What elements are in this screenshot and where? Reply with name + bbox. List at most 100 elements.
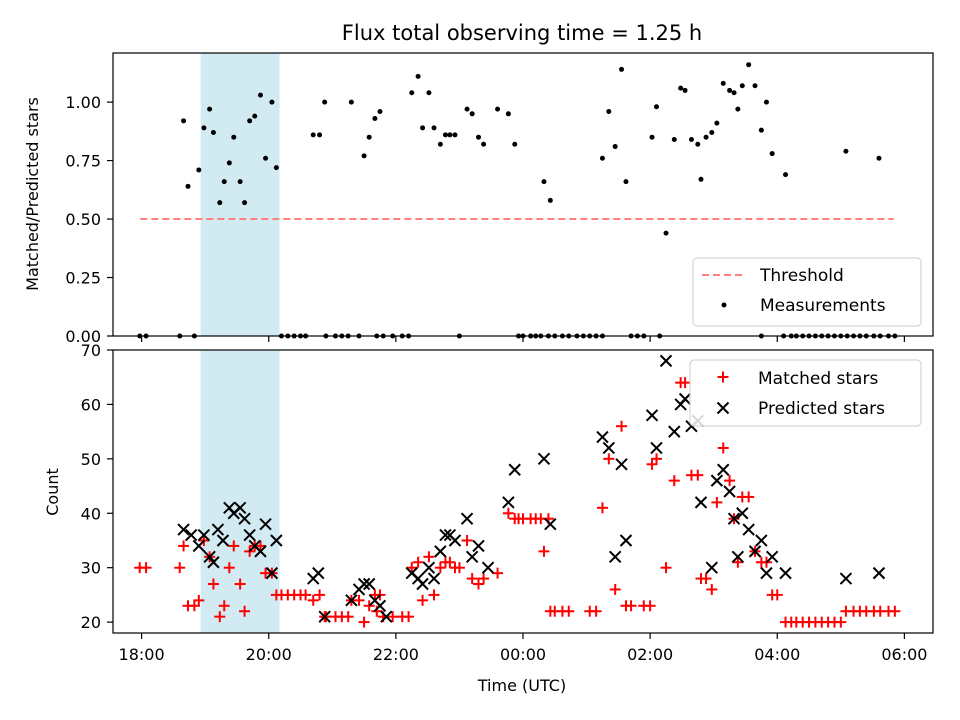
bottom-ytick-label: 20 (81, 613, 101, 632)
top-ytick-label: 0.75 (65, 152, 101, 171)
measurement-point (420, 125, 426, 131)
predicted-star-point (608, 550, 622, 564)
measurement-point (663, 230, 669, 236)
predicted-star-point (184, 528, 198, 542)
measurement-point (746, 62, 752, 68)
measurement-point (447, 132, 453, 138)
matched-star-point (679, 377, 691, 389)
predicted-star-point (727, 512, 741, 525)
measurement-point (348, 99, 354, 105)
measurement-point (843, 148, 849, 154)
matched-star-point (724, 475, 736, 487)
matched-star-point (353, 594, 365, 606)
measurement-point (217, 200, 223, 206)
measurement-point (720, 80, 726, 86)
predicted-star-point (434, 545, 447, 558)
predicted-star-point (502, 496, 515, 509)
measurement-point (671, 137, 677, 143)
predicted-star-point (742, 523, 755, 536)
measurement-point (495, 106, 501, 112)
measurement-point (196, 167, 202, 173)
predicted-star-point (460, 512, 474, 525)
matched-star-point (223, 562, 235, 574)
matched-star-point (307, 594, 319, 606)
matched-star-point (174, 562, 186, 574)
predicted-star-point (705, 561, 718, 574)
matched-star-point (616, 420, 628, 432)
measurement-point (476, 134, 482, 140)
measurement-point (752, 83, 758, 89)
measurement-point (181, 118, 187, 124)
bottom-panel: 20 30 40 50 60 70 18:00 20:00 22:00 00:00 02:00 04… (43, 341, 934, 695)
matched-star-point (706, 583, 718, 595)
x-axis-label: Time (UTC) (477, 676, 566, 695)
measurement-point (727, 87, 733, 93)
measurement-point (606, 108, 612, 114)
measurement-point (653, 104, 659, 110)
matched-star-point (300, 589, 312, 601)
measurement-point (221, 179, 227, 185)
predicted-star-point (650, 441, 663, 455)
predicted-star-point (254, 545, 267, 558)
matched-star-point (218, 600, 230, 612)
measurement-point (735, 106, 741, 112)
matched-star-point (700, 573, 712, 585)
matched-star-point (214, 611, 226, 623)
predicted-star-point (537, 452, 551, 466)
bottom-ytick-label: 60 (81, 395, 101, 414)
matched-star-point (650, 453, 662, 465)
predicted-star-point (872, 566, 886, 580)
matched-star-point (644, 600, 656, 612)
measurement-point (377, 108, 383, 114)
bottom-xtick-label: 04:00 (754, 645, 800, 664)
matched-star-point (538, 545, 550, 557)
bottom-ytick-label: 30 (81, 559, 101, 578)
top-legend: Threshold Measurements (692, 257, 922, 327)
measurement-point (512, 141, 518, 147)
matched-star-point (502, 507, 514, 519)
predicted-star-point (659, 354, 673, 368)
predicted-star-point (619, 534, 633, 547)
measurement-point (322, 99, 328, 105)
bottom-xtick-label: 22:00 (373, 645, 419, 664)
predicted-star-point (465, 550, 479, 564)
measurement-point (703, 134, 709, 140)
predicted-star-point (723, 485, 736, 498)
measurement-point (688, 137, 694, 143)
measurement-point (185, 183, 191, 189)
bottom-highlight-span (200, 350, 280, 633)
matched-star-point (466, 573, 478, 585)
predicted-star-point (668, 425, 681, 438)
matched-star-point (444, 556, 456, 568)
matched-star-point (596, 502, 608, 514)
matched-star-point (453, 562, 465, 574)
measurement-point (242, 200, 248, 206)
matched-star-point (254, 540, 266, 552)
measurement-point (649, 134, 655, 140)
matched-star-point (342, 611, 354, 623)
measurement-point (695, 141, 701, 147)
bottom-markers-layer (134, 354, 901, 628)
matched-star-point (228, 540, 240, 552)
predicted-star-point (345, 594, 358, 607)
measurement-point (201, 125, 207, 131)
measurement-point (619, 66, 625, 72)
predicted-star-point (203, 550, 216, 564)
measurement-point (273, 165, 279, 171)
matched-star-point (358, 616, 370, 628)
measurement-point (682, 87, 688, 93)
matched-star-point (743, 491, 755, 503)
predicted-star-point (678, 392, 692, 406)
matched-star-point (692, 469, 704, 481)
top-ytick-label: 0.00 (65, 327, 101, 346)
measurement-point (541, 179, 547, 185)
measurement-point (714, 120, 720, 126)
predicted-star-point (731, 550, 745, 564)
matched-star-point (406, 562, 418, 574)
measurement-point (698, 176, 704, 182)
measurement-point (361, 153, 367, 159)
measurement-point (237, 179, 243, 185)
matched-star-point (461, 534, 473, 546)
predicted-star-point (380, 610, 393, 623)
top-panel: 0.00 0.25 0.50 0.75 1.00 Matched/Predicted s… (23, 52, 934, 346)
